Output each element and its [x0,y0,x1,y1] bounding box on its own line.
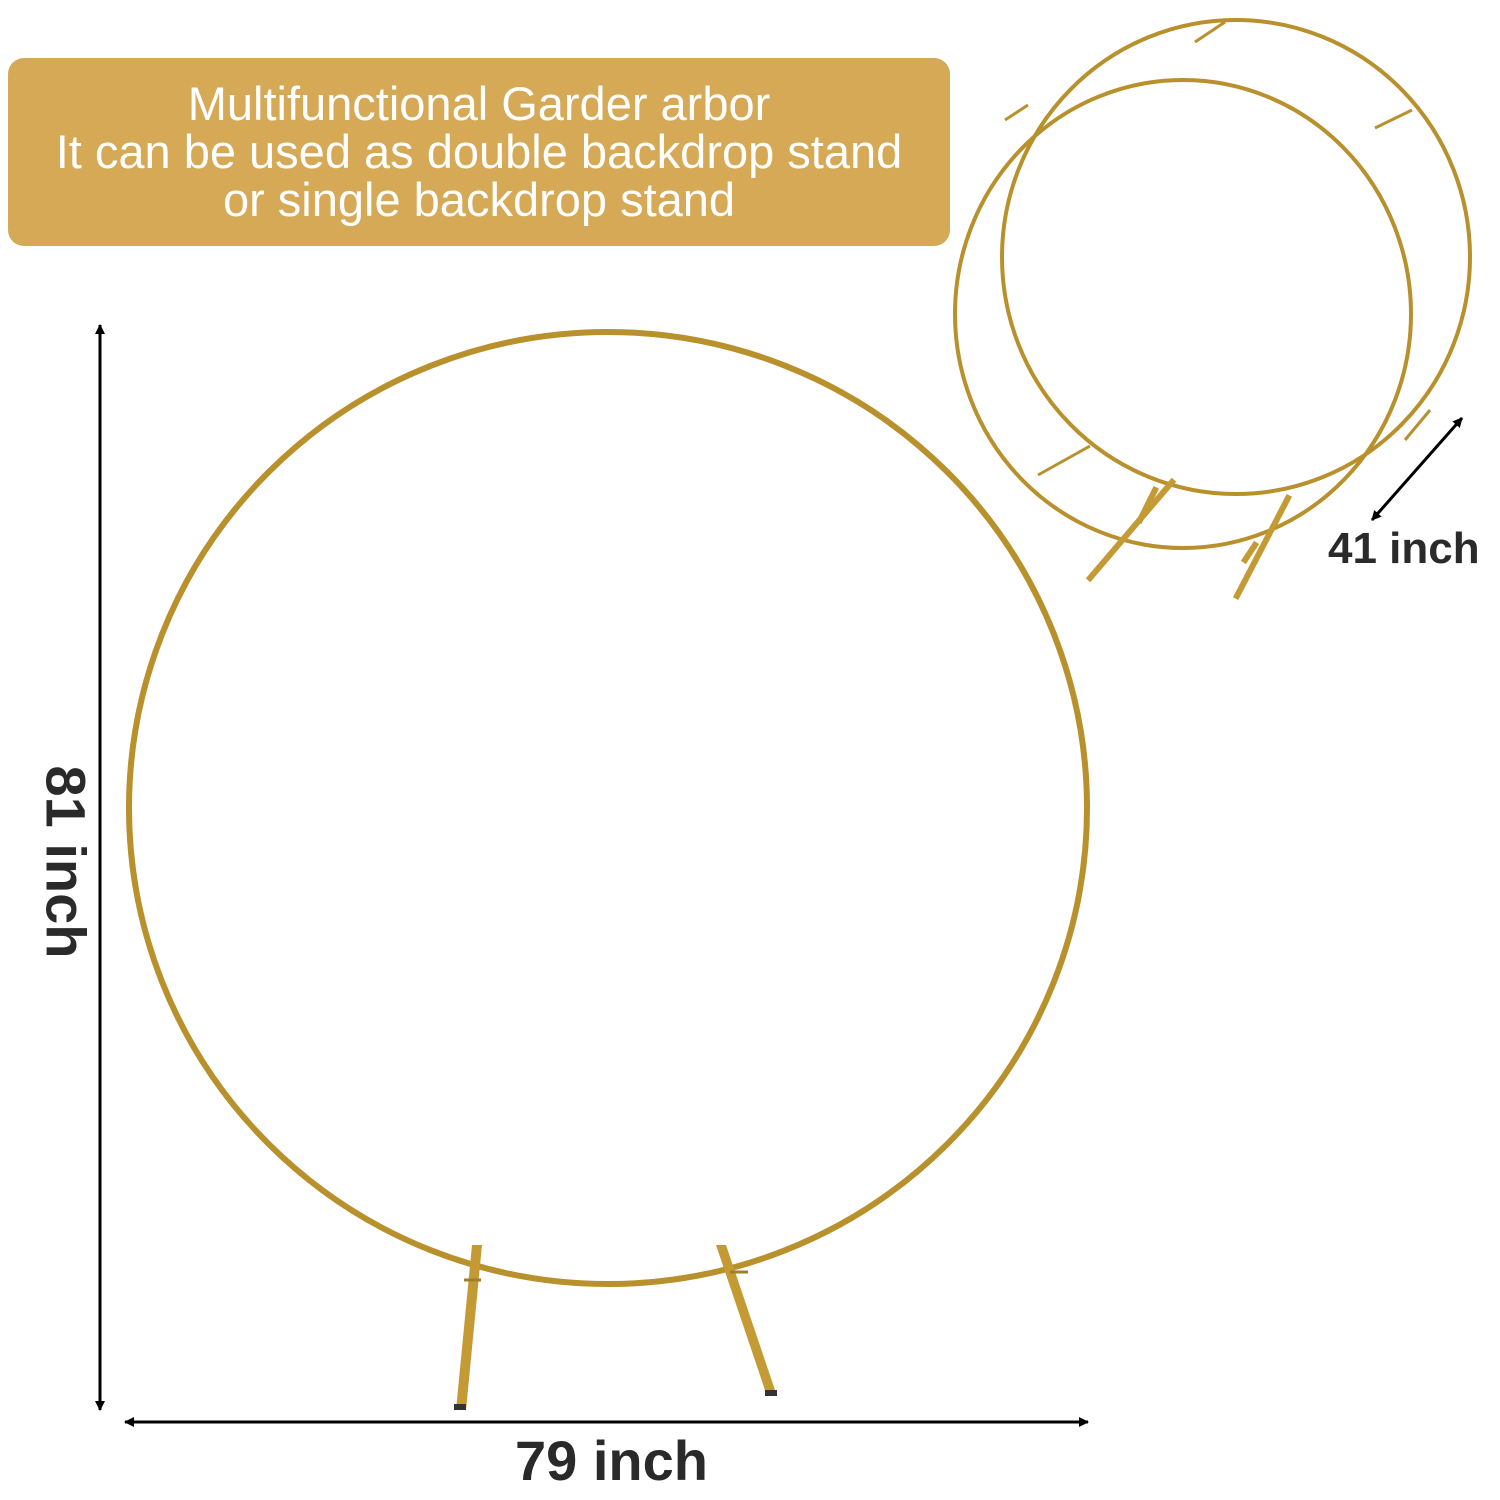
depth-label: 41 inch [1328,524,1480,573]
depth-arrow [1370,417,1464,521]
double-arch-legs [1085,477,1293,601]
double-arch-front-hoop [953,78,1413,550]
title-banner: Multifunctional Garder arbor It can be u… [8,58,950,246]
single-arch-left-leg [454,1245,482,1410]
height-label: 81 inch [34,765,98,959]
single-arch [126,329,1090,1410]
banner-line-3: or single backdrop stand [222,173,736,226]
width-label: 79 inch [515,1429,708,1492]
banner-line-1: Multifunctional Garder arbor [187,77,771,130]
double-arch [953,18,1472,601]
double-arch-back-hoop [1000,18,1472,496]
single-arch-hoop [126,329,1090,1287]
single-arch-right-leg [716,1245,777,1396]
banner-line-2: It can be used as double backdrop stand [55,125,903,178]
